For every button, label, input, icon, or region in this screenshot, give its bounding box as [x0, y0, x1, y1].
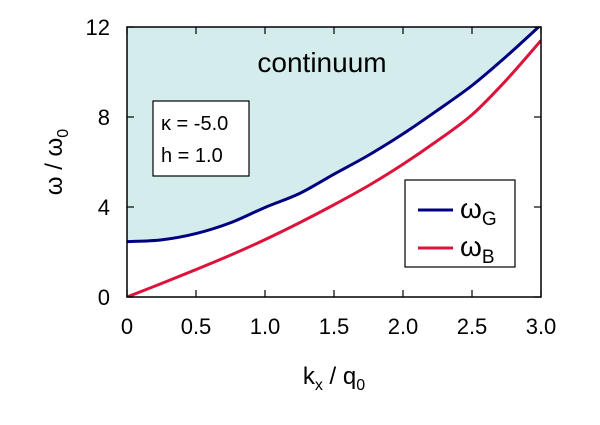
continuum-label: continuum: [257, 47, 386, 78]
y-axis-label: ω / ω0: [41, 129, 72, 195]
y-tick-label: 12: [86, 15, 110, 40]
x-axis-label: kx / q0: [303, 363, 365, 394]
x-tick-label: 1.0: [250, 314, 281, 339]
axis-ticks: [126, 26, 542, 298]
x-tick-label: 3.0: [526, 314, 557, 339]
x-tick-label: 0.5: [181, 314, 212, 339]
legend-label-omega-b: ωB: [460, 231, 495, 268]
x-tick-label: 0: [121, 314, 133, 339]
x-tick-label: 2.5: [457, 314, 488, 339]
continuum-region: [127, 27, 541, 242]
param-kappa: κ = -5.0: [161, 113, 228, 135]
series-line-omega-b: [127, 39, 541, 297]
legend: ωG ωB: [404, 179, 516, 268]
y-tick-label: 0: [98, 285, 110, 310]
series-line-omega-g: [127, 27, 541, 244]
param-h: h = 1.0: [161, 145, 223, 167]
x-tick-label: 2.0: [388, 314, 419, 339]
params-box: [152, 100, 250, 177]
y-tick-label: 8: [98, 105, 110, 130]
legend-box: [404, 179, 516, 268]
series-curves: [127, 27, 541, 297]
x-tick-label: 1.5: [319, 314, 350, 339]
legend-label-omega-g: ωG: [460, 193, 497, 230]
y-tick-label: 4: [98, 195, 110, 220]
